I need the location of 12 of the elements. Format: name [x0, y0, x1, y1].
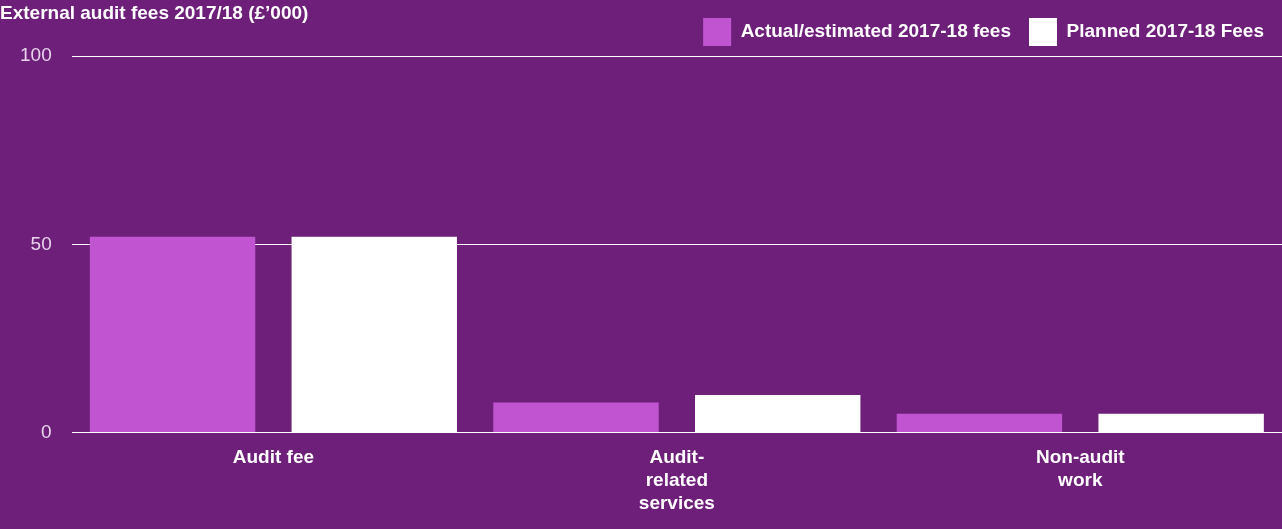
legend-label: Actual/estimated 2017-18 fees	[740, 20, 1012, 42]
y-tick-label: 100	[20, 44, 52, 66]
bar	[896, 413, 1063, 433]
bar	[89, 236, 256, 433]
x-tick-label: Audit-related services	[638, 446, 715, 513]
x-tick-label: Non-audit work	[1035, 446, 1126, 491]
chart-title: External audit fees 2017/18 (£’000)	[0, 2, 309, 24]
y-tick-label: 0	[41, 420, 52, 442]
x-tick-label: Audit fee	[232, 446, 315, 468]
bar	[493, 402, 659, 433]
legend-label: Planned 2017-18 Fees	[1066, 20, 1264, 42]
y-tick-label: 50	[30, 232, 52, 254]
